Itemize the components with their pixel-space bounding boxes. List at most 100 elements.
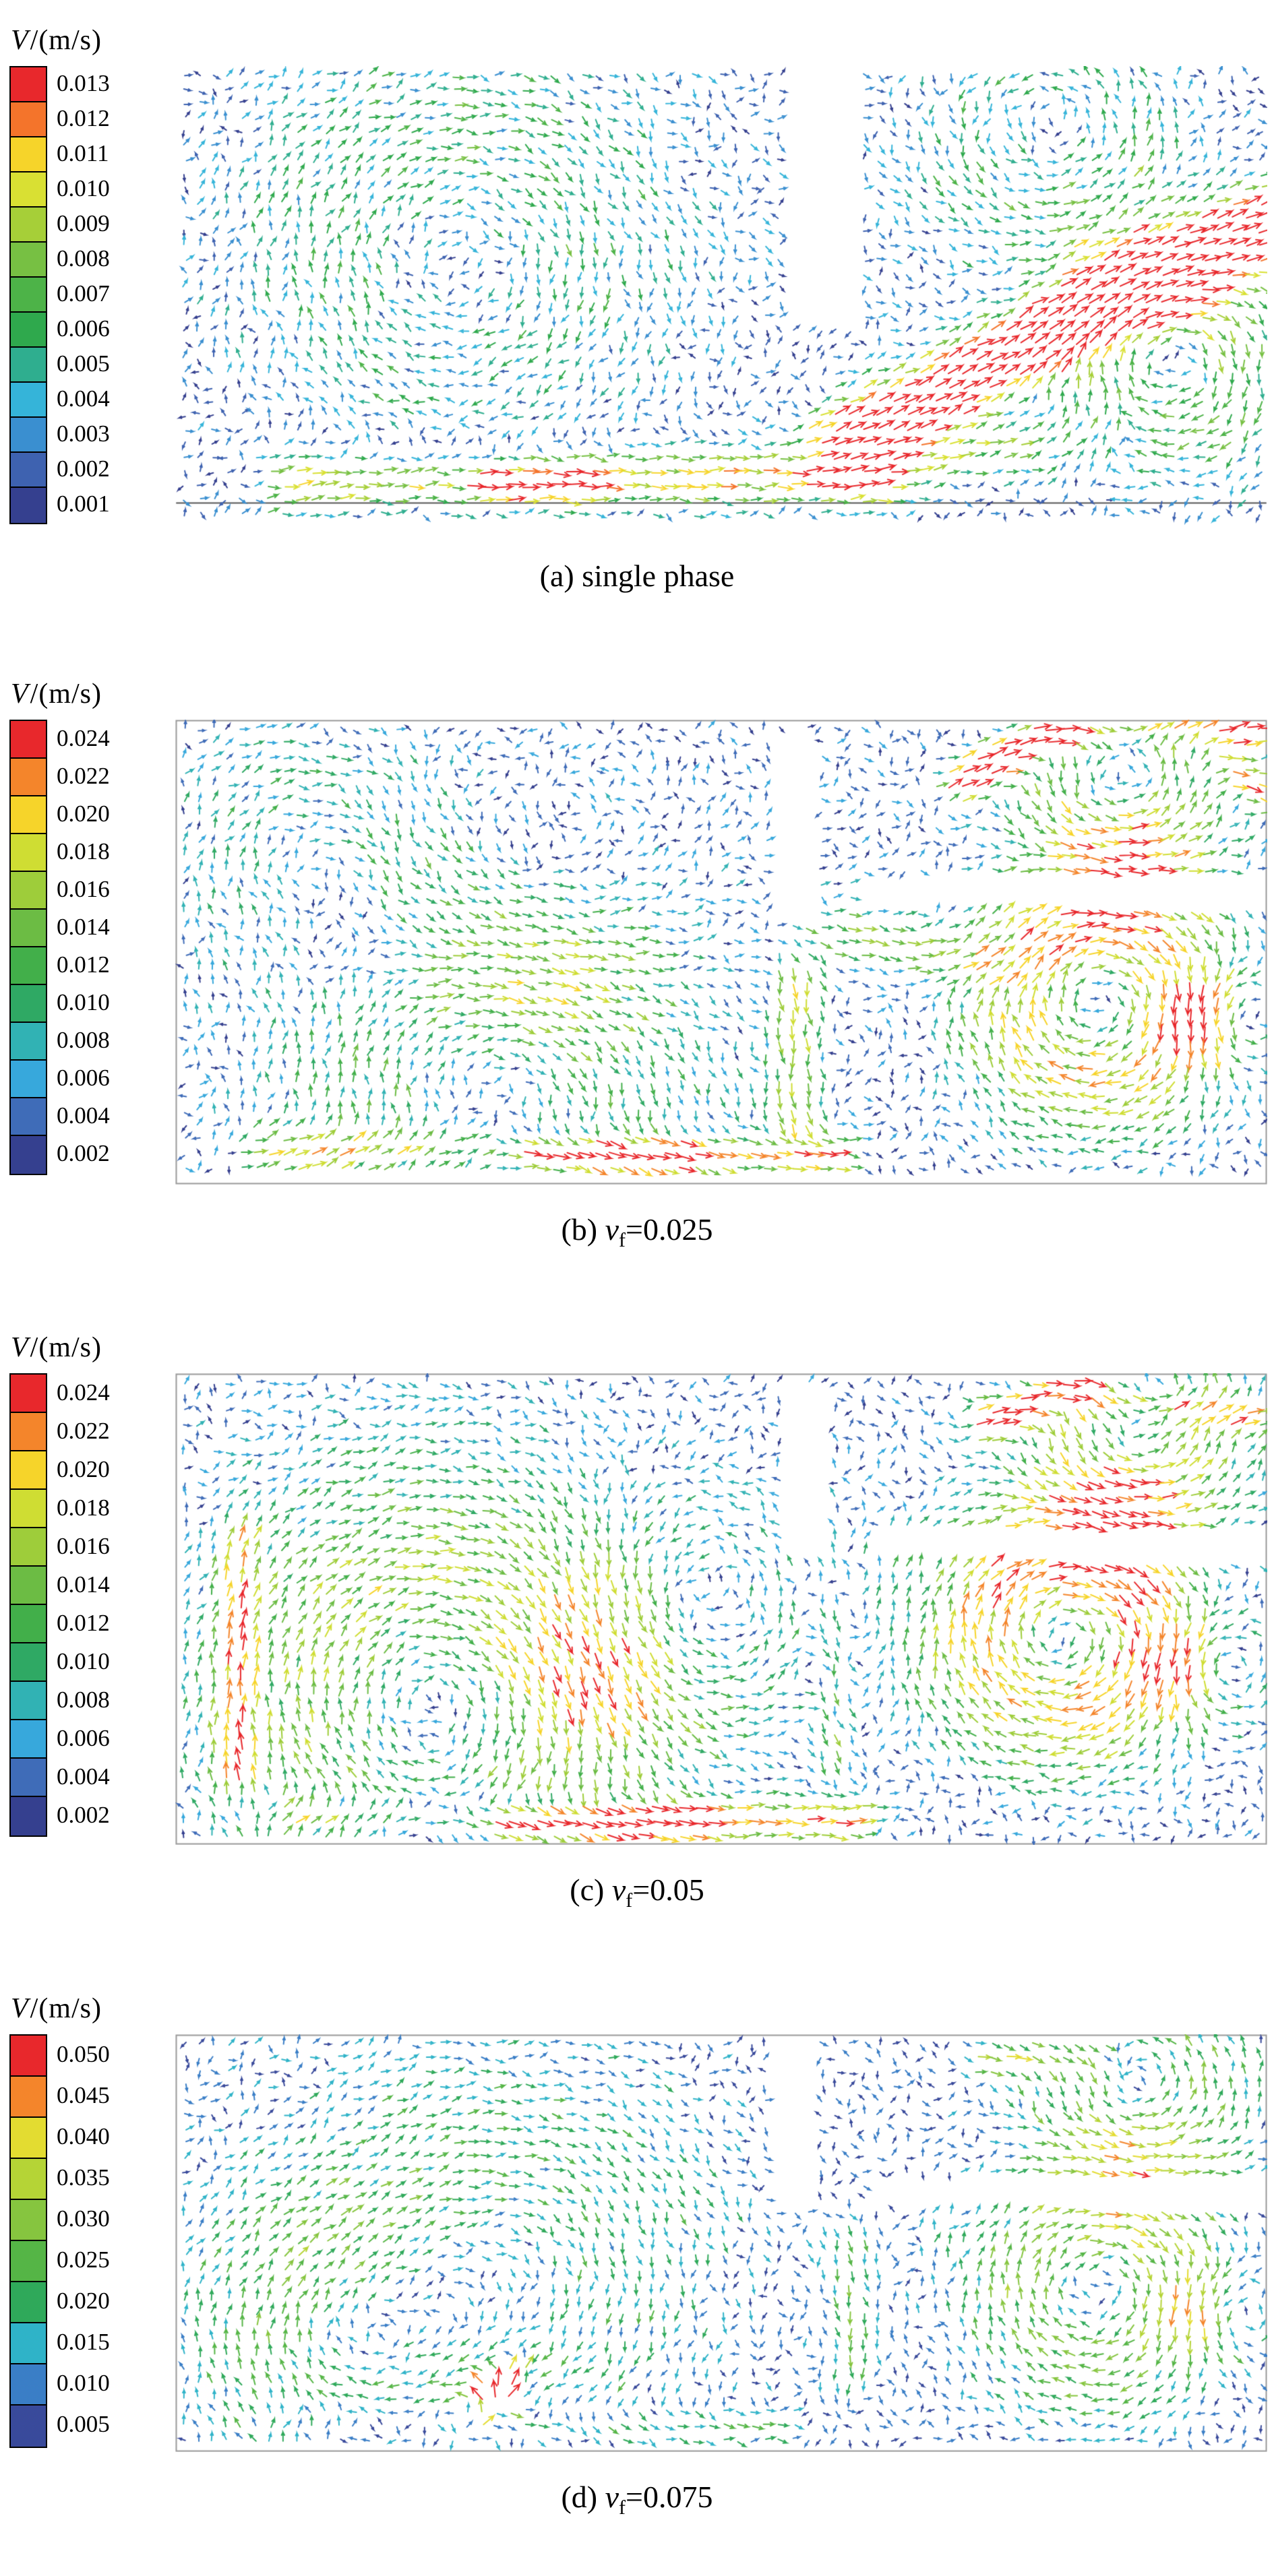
- panel-d-row: V/(m/s) 0.050 0.045 0.040 0.035 0.030 0.025 0.…: [7, 1992, 1267, 2452]
- vector-field-canvas-d: [175, 2034, 1267, 2452]
- panel-b-row: V/(m/s) 0.024 0.022 0.020 0.018 0.016 0.014 0.…: [7, 678, 1267, 1185]
- legend-title: V/(m/s): [7, 1331, 175, 1373]
- legend-color-cell: [11, 2240, 46, 2282]
- legend-c: V/(m/s) 0.024 0.022 0.020 0.018 0.016 0.014 0.…: [7, 1331, 175, 1837]
- caption-prefix: (c): [570, 1873, 612, 1908]
- panel-c-caption: (c) vf=0.05: [7, 1872, 1267, 1912]
- legend-tick-label: 0.006: [57, 315, 110, 342]
- legend-color-cell: [11, 2158, 46, 2200]
- legend-tick-label: 0.010: [57, 2370, 110, 2397]
- legend-tick-label: 0.005: [57, 350, 110, 377]
- legend-tick-label: 0.018: [57, 1494, 110, 1521]
- legend-tick-label: 0.014: [57, 1571, 110, 1598]
- legend-tick-label: 0.012: [57, 1609, 110, 1636]
- panel-c: V/(m/s) 0.024 0.022 0.020 0.018 0.016 0.014 0.…: [7, 1331, 1267, 1912]
- legend-tick-label: 0.008: [57, 245, 110, 272]
- legend-title-rest: /(m/s): [30, 1992, 102, 2024]
- legend-tick-label: 0.014: [57, 914, 110, 941]
- legend-tick-label: 0.005: [57, 2411, 110, 2438]
- legend-color-cell: [11, 872, 46, 910]
- legend-labels-c: 0.024 0.022 0.020 0.018 0.016 0.014 0.012 0.010…: [57, 1373, 110, 1834]
- legend-title-rest: /(m/s): [30, 1332, 102, 1364]
- legend-color-cell: [11, 278, 46, 313]
- legend-tick-label: 0.035: [57, 2164, 110, 2191]
- plot-b: [175, 678, 1267, 1185]
- legend-labels-d: 0.050 0.045 0.040 0.035 0.030 0.025 0.020 0.015…: [57, 2034, 110, 2445]
- legend-color-cell: [11, 1375, 46, 1414]
- legend-tick-label: 0.022: [57, 763, 110, 790]
- colorbar-c: 0.024 0.022 0.020 0.018 0.016 0.014 0.012 0.010…: [7, 1373, 175, 1837]
- panel-d-caption: (d) vf=0.075: [7, 2479, 1267, 2519]
- colorbar-d: 0.050 0.045 0.040 0.035 0.030 0.025 0.020 0.015…: [7, 2034, 175, 2448]
- legend-tick-label: 0.012: [57, 951, 110, 978]
- legend-color-cell: [11, 243, 46, 278]
- legend-color-cell: [11, 759, 46, 797]
- legend-title-var: V: [11, 679, 29, 710]
- legend-title: V/(m/s): [7, 24, 175, 66]
- legend-tick-label: 0.010: [57, 1647, 110, 1674]
- legend-color-cell: [11, 2405, 46, 2447]
- legend-color-cell: [11, 2076, 46, 2118]
- legend-tick-label: 0.008: [57, 1686, 110, 1713]
- legend-title-var: V: [11, 1992, 29, 2024]
- panel-b: V/(m/s) 0.024 0.022 0.020 0.018 0.016 0.014 0.…: [7, 678, 1267, 1252]
- legend-color-cell: [11, 453, 46, 488]
- legend-color-cell: [11, 1023, 46, 1061]
- panel-c-row: V/(m/s) 0.024 0.022 0.020 0.018 0.016 0.014 0.…: [7, 1331, 1267, 1846]
- legend-tick-label: 0.002: [57, 455, 110, 482]
- legend-color-cell: [11, 721, 46, 759]
- legend-tick-label: 0.006: [57, 1065, 110, 1092]
- legend-tick-label: 0.001: [57, 491, 110, 517]
- legend-color-cell: [11, 2323, 46, 2364]
- caption-prefix: (d): [561, 2479, 605, 2514]
- legend-color-cell: [11, 2199, 46, 2241]
- legend-color-cell: [11, 2035, 46, 2077]
- legend-color-cell: [11, 1451, 46, 1490]
- legend-bar-a: [9, 66, 47, 524]
- legend-color-cell: [11, 313, 46, 348]
- vector-field-canvas-a: [175, 66, 1267, 531]
- legend-tick-label: 0.013: [57, 70, 110, 96]
- legend-color-cell: [11, 488, 46, 523]
- legend-title-var: V: [11, 1332, 29, 1364]
- legend-tick-label: 0.018: [57, 838, 110, 865]
- legend-color-cell: [11, 1098, 46, 1137]
- legend-tick-label: 0.012: [57, 105, 110, 131]
- caption-prefix: (a) single phase: [539, 559, 735, 593]
- legend-tick-label: 0.002: [57, 1801, 110, 1828]
- legend-tick-label: 0.020: [57, 800, 110, 827]
- legend-tick-label: 0.010: [57, 175, 110, 201]
- legend-color-cell: [11, 418, 46, 453]
- legend-tick-label: 0.030: [57, 2205, 110, 2232]
- plot-c: [175, 1331, 1267, 1846]
- legend-a: V/(m/s) 0.013 0.012 0.011 0.010 0.009 0.008 0.…: [7, 24, 175, 524]
- legend-color-cell: [11, 834, 46, 873]
- caption-rest: =0.075: [626, 2479, 713, 2514]
- legend-color-cell: [11, 1605, 46, 1644]
- legend-color-cell: [11, 1136, 46, 1174]
- plot-a: [175, 24, 1267, 531]
- legend-tick-label: 0.015: [57, 2329, 110, 2356]
- legend-d: V/(m/s) 0.050 0.045 0.040 0.035 0.030 0.025 0.…: [7, 1992, 175, 2448]
- legend-color-cell: [11, 2282, 46, 2323]
- legend-color-cell: [11, 172, 46, 208]
- legend-color-cell: [11, 947, 46, 986]
- caption-var: v: [605, 1212, 619, 1247]
- colorbar-b: 0.024 0.022 0.020 0.018 0.016 0.014 0.012 0.010…: [7, 720, 175, 1176]
- legend-color-cell: [11, 2364, 46, 2406]
- caption-prefix: (b): [561, 1212, 605, 1247]
- panel-a-caption: (a) single phase: [7, 558, 1267, 598]
- legend-tick-label: 0.004: [57, 385, 110, 412]
- legend-color-cell: [11, 1528, 46, 1567]
- legend-b: V/(m/s) 0.024 0.022 0.020 0.018 0.016 0.014 0.…: [7, 678, 175, 1176]
- caption-sub: f: [619, 1229, 626, 1252]
- legend-color-cell: [11, 2117, 46, 2159]
- panel-a: V/(m/s) 0.013 0.012 0.011 0.010 0.009 0.008 0.…: [7, 24, 1267, 598]
- legend-tick-label: 0.040: [57, 2123, 110, 2150]
- legend-labels-b: 0.024 0.022 0.020 0.018 0.016 0.014 0.012 0.010…: [57, 720, 110, 1172]
- caption-sub: f: [619, 2496, 626, 2519]
- legend-bar-d: [9, 2034, 47, 2448]
- legend-tick-label: 0.024: [57, 725, 110, 752]
- legend-color-cell: [11, 1720, 46, 1759]
